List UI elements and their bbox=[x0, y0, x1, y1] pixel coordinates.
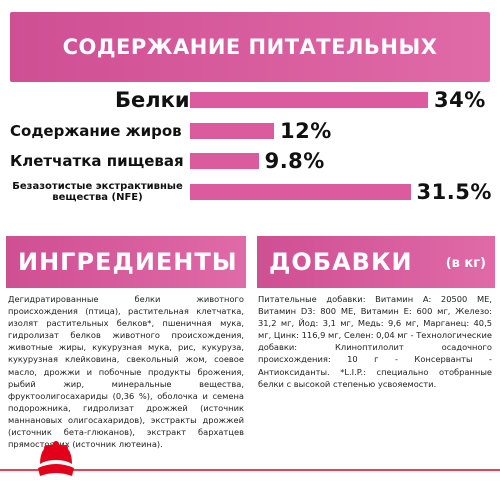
value-label: 31.5% bbox=[416, 180, 492, 204]
value-label: 34% bbox=[434, 88, 486, 112]
footer bbox=[0, 441, 500, 476]
value-label: 9.8% bbox=[264, 149, 325, 173]
nutrient-label: Белки bbox=[115, 88, 190, 112]
bar bbox=[190, 92, 428, 108]
nutrient-label: Клетчатка пищевая bbox=[10, 152, 184, 170]
bar bbox=[190, 153, 259, 169]
section-title: СОДЕРЖАНИЕ ПИТАТЕЛЬНЫХ ВЕЩЕСТВ bbox=[10, 12, 490, 129]
unit-label: (в кг) bbox=[445, 256, 486, 271]
section-title: ИНГРЕДИЕНТЫ bbox=[6, 236, 246, 288]
bar bbox=[190, 123, 274, 139]
additives-text: Питательные добавки: Витамин А: 20500 МЕ… bbox=[258, 294, 492, 389]
value-label: 12% bbox=[280, 119, 332, 143]
nutrient-label: Безазотистые экстрактивные вещества (NFE… bbox=[12, 181, 183, 203]
nutrient-label: Содержание жиров bbox=[10, 122, 182, 140]
logo bbox=[38, 441, 74, 476]
section-title: ДОБАВКИ bbox=[257, 236, 495, 288]
bar bbox=[190, 184, 411, 200]
ingredients-text: Дегидратированные белки животного происх… bbox=[8, 294, 244, 450]
